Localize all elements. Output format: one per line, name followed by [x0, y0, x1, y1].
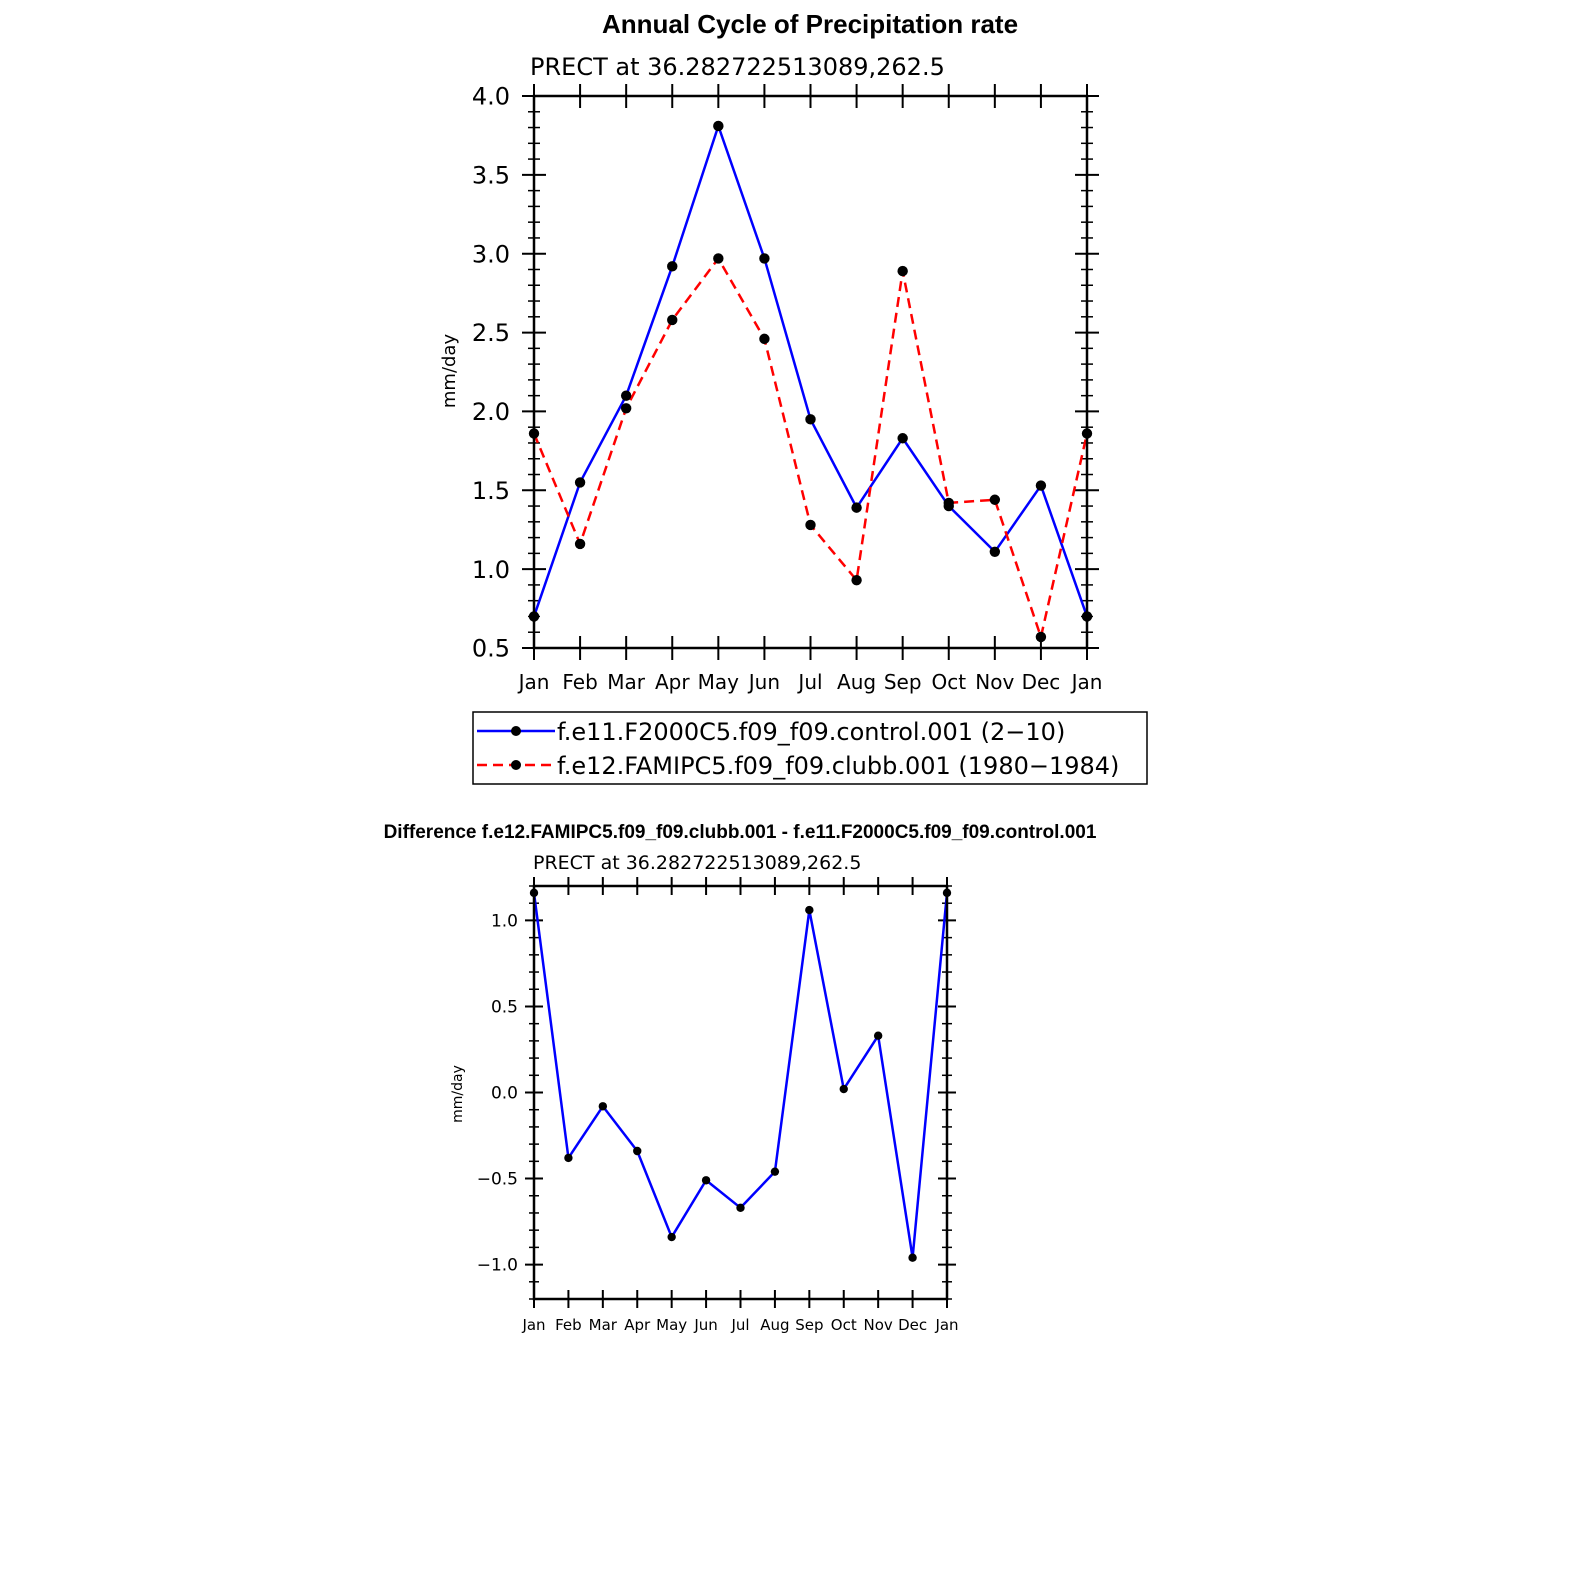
data-point-series-0: [908, 1253, 917, 1262]
data-point-series-1: [989, 494, 1001, 505]
data-point-series-0: [564, 1153, 573, 1163]
legend-label-clubb: f.e12.FAMIPC5.f09_f09.clubb.001 (1980−19…: [557, 752, 1119, 780]
y-tick-label: 3.5: [472, 161, 510, 189]
data-point-series-1: [667, 314, 678, 326]
legend-box: [472, 711, 1148, 785]
difference-chart: Difference f.e12.FAMIPC5.f09_f09.clubb.0…: [384, 822, 1097, 1334]
y-tick-label: 0.5: [491, 998, 518, 1018]
data-point-series-1: [713, 253, 724, 264]
chart2-subtitle: PRECT at 36.282722513089,262.5: [533, 852, 861, 874]
data-point-series-0: [633, 1146, 642, 1156]
chart2-title: Difference f.e12.FAMIPC5.f09_f09.clubb.0…: [384, 822, 1097, 843]
series-line-0: [532, 124, 1089, 617]
chart1-x-tick-labels: Jan Feb Mar Apr May Jun Jul Aug Sep Oct Nov Dec Jan: [517, 670, 1103, 694]
data-point-series-1: [574, 538, 586, 550]
x-tick-label: Oct: [931, 670, 966, 694]
data-point-series-1: [620, 403, 632, 414]
x-tick-label: Sep: [884, 670, 922, 694]
x-tick-label: Feb: [555, 1316, 582, 1334]
legend-marker-control: [511, 726, 521, 736]
x-tick-label: Dec: [1022, 670, 1061, 694]
x-tick-label: Oct: [831, 1316, 857, 1334]
y-tick-label: 1.0: [491, 912, 518, 932]
legend-marker-clubb: [511, 760, 521, 770]
data-point-series-1: [897, 265, 908, 277]
series-line-1: [532, 257, 1089, 639]
data-point-series-0: [805, 414, 816, 425]
chart1-subtitle: PRECT at 36.282722513089,262.5: [530, 53, 945, 81]
chart1-plot-frame: [532, 94, 1089, 650]
chart2-ticks: [525, 877, 956, 1308]
data-point-series-0: [873, 1031, 883, 1040]
data-point-series-0: [667, 1232, 676, 1242]
y-tick-label: 1.5: [472, 477, 510, 505]
y-tick-label: 1.0: [472, 556, 510, 584]
chart2-plot-frame: [532, 884, 949, 1301]
data-point-series-1: [1035, 631, 1047, 643]
x-tick-label: Apr: [624, 1316, 651, 1334]
chart2-series: [529, 888, 952, 1262]
y-tick-label: 0.5: [472, 635, 510, 663]
x-tick-label: Jun: [693, 1316, 717, 1334]
y-tick-label: 3.0: [472, 240, 510, 268]
data-point-series-0: [839, 1084, 848, 1094]
x-tick-label: Jan: [521, 1316, 545, 1334]
x-tick-label: Jun: [747, 670, 780, 694]
x-tick-label: May: [698, 670, 740, 694]
x-tick-label: Jul: [730, 1316, 749, 1334]
chart2-y-tick-labels: −1.0 −0.5 0.0 0.5 1.0: [477, 912, 518, 1276]
x-tick-label: Jan: [934, 1316, 958, 1334]
data-point-series-0: [736, 1203, 745, 1212]
data-point-series-0: [667, 261, 678, 272]
y-tick-label: 0.0: [491, 1084, 518, 1104]
chart1-legend: f.e11.F2000C5.f09_f09.control.001 (2−10)…: [472, 711, 1148, 785]
data-point-series-0: [851, 502, 862, 513]
chart2-x-tick-labels: Jan Feb Mar Apr May Jun Jul Aug Sep Oct Nov Dec Jan: [521, 1316, 958, 1334]
chart1-y-tick-labels: 0.5 1.0 1.5 2.0 2.5 3.0 3.5 4.0: [472, 83, 510, 663]
data-point-series-0: [620, 390, 632, 401]
x-tick-label: May: [656, 1316, 687, 1334]
data-point-series-0: [989, 546, 1001, 557]
data-point-series-0: [701, 1176, 711, 1185]
data-point-series-0: [897, 433, 908, 444]
chart2-ylabel: mm/day: [450, 1065, 466, 1123]
data-point-series-0: [574, 477, 586, 488]
data-point-series-0: [598, 1102, 608, 1111]
x-tick-label: Mar: [589, 1316, 618, 1334]
x-tick-label: Dec: [898, 1316, 927, 1334]
data-point-series-0: [805, 905, 814, 915]
legend-label-control: f.e11.F2000C5.f09_f09.control.001 (2−10): [557, 718, 1065, 746]
x-tick-label: Jul: [796, 670, 822, 694]
x-tick-label: Jan: [517, 670, 550, 694]
data-point-series-0: [759, 253, 770, 264]
series-line-0: [532, 892, 949, 1259]
x-tick-label: Feb: [562, 670, 597, 694]
y-tick-label: 2.0: [472, 398, 510, 426]
chart1-series: [528, 120, 1093, 643]
data-point-series-0: [1035, 480, 1047, 491]
data-point-series-0: [713, 120, 724, 132]
y-tick-label: 4.0: [472, 83, 510, 111]
chart1-title: Annual Cycle of Precipitation rate: [602, 9, 1018, 39]
x-tick-label: Nov: [864, 1316, 893, 1334]
data-point-series-1: [943, 497, 954, 509]
data-point-series-0: [770, 1167, 780, 1176]
annual-cycle-chart: Annual Cycle of Precipitation rate PRECT…: [439, 9, 1148, 785]
y-tick-label: −0.5: [477, 1170, 518, 1190]
chart1-ticks: [522, 84, 1099, 660]
x-tick-label: Apr: [655, 670, 690, 694]
x-tick-label: Aug: [837, 670, 876, 694]
x-tick-label: Mar: [607, 670, 646, 694]
x-tick-label: Sep: [795, 1316, 823, 1334]
x-tick-label: Jan: [1070, 670, 1103, 694]
y-tick-label: 2.5: [472, 319, 510, 347]
x-tick-label: Aug: [760, 1316, 789, 1334]
chart1-ylabel: mm/day: [439, 334, 460, 409]
y-tick-label: −1.0: [477, 1256, 518, 1276]
data-point-series-1: [759, 333, 770, 345]
data-point-series-1: [851, 574, 862, 586]
x-tick-label: Nov: [975, 670, 1014, 694]
data-point-series-1: [805, 519, 816, 531]
